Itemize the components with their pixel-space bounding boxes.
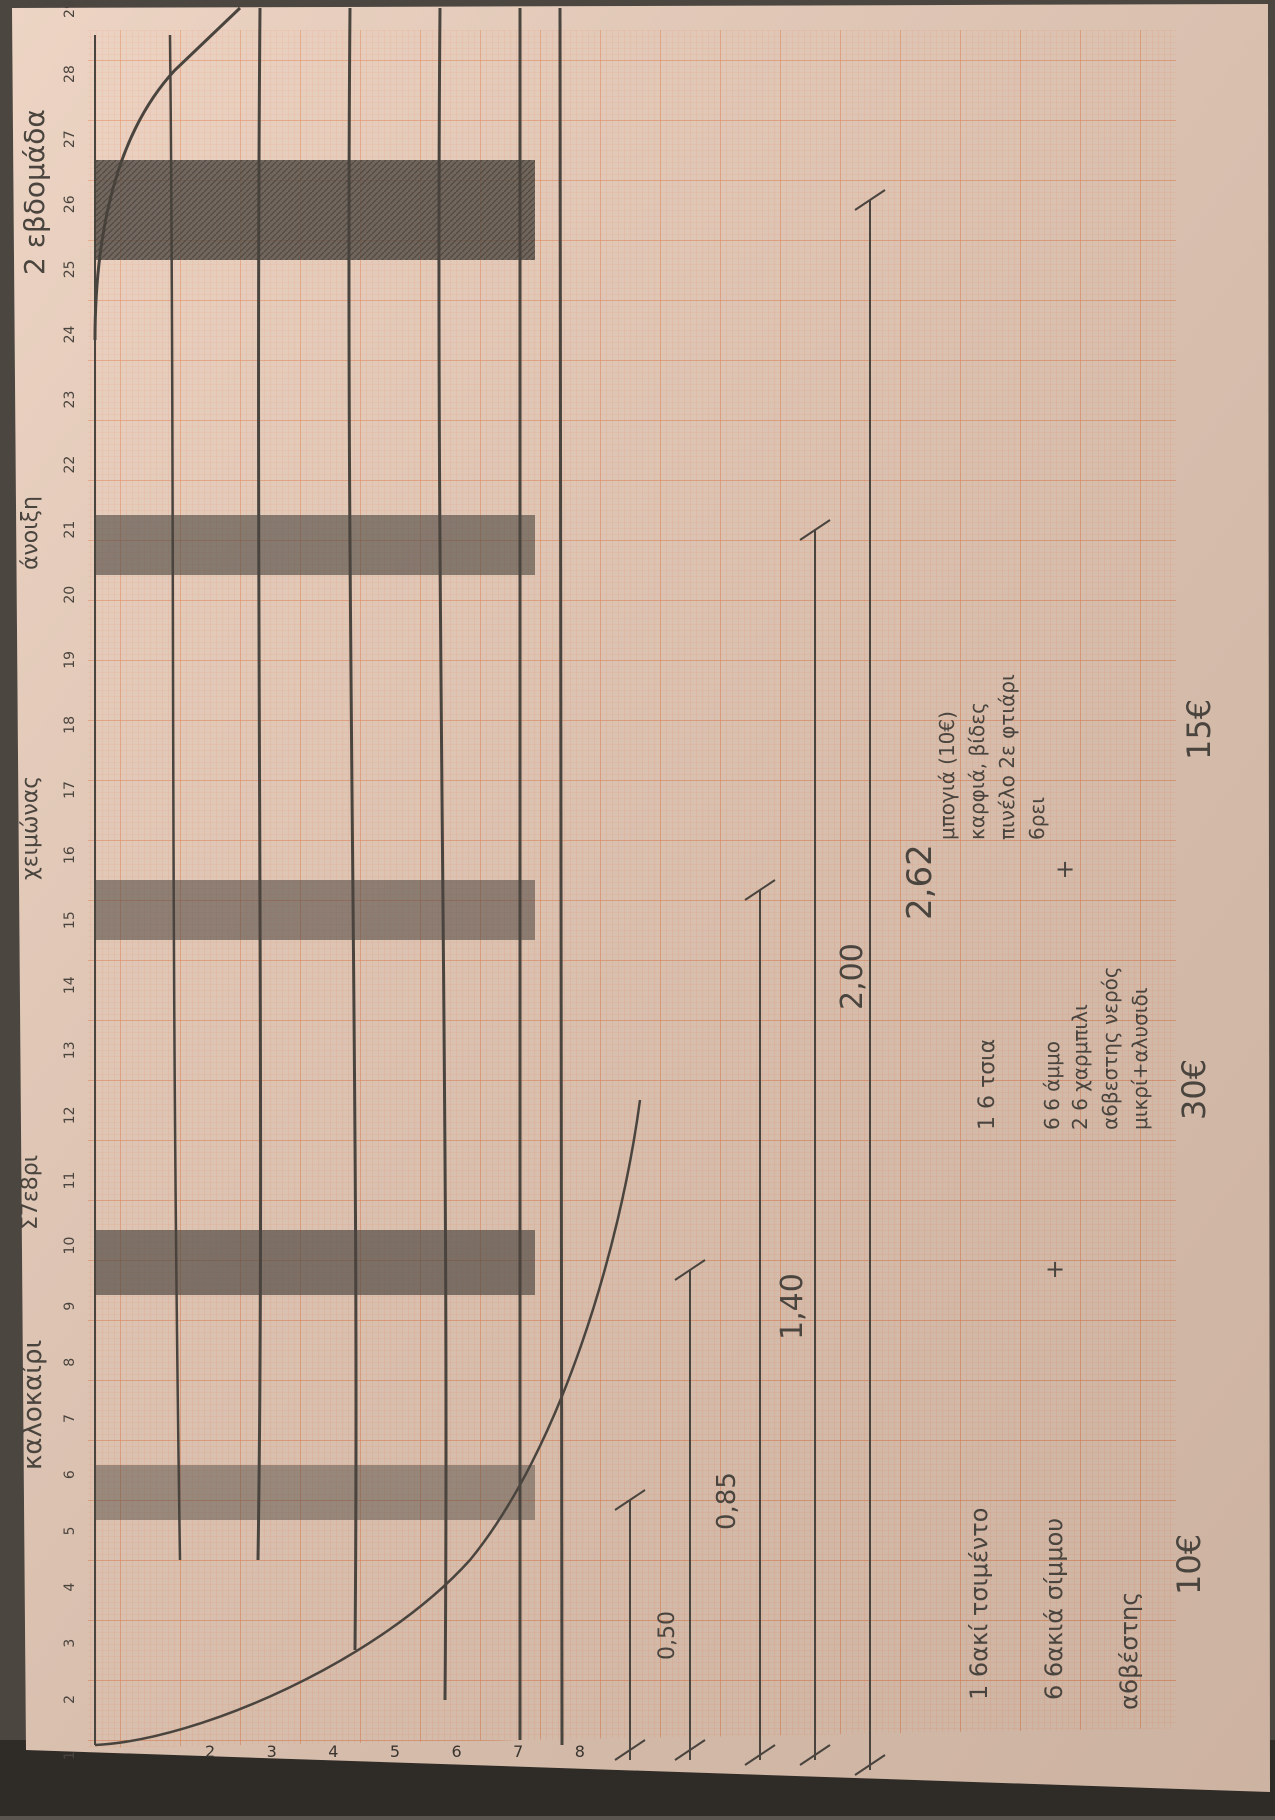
header-label-kalokairi: καλοκαίρι — [18, 1339, 48, 1470]
left-number-row: 2 3 4 5 6 7 8 — [205, 1742, 585, 1761]
measurement-050: 0,50 — [655, 1611, 680, 1660]
left-number: 4 — [328, 1742, 339, 1761]
left-number: 6 — [451, 1742, 462, 1761]
price-10: 10€ — [1170, 1533, 1208, 1595]
roof-curve-left — [94, 1099, 642, 1747]
header-label-septembri: Σ7ε8ρι — [18, 1154, 43, 1230]
note-right-4: 6ρει — [1025, 797, 1049, 840]
top-number: 11 — [62, 1171, 78, 1190]
note-left-3: α6βέστης — [1115, 1591, 1143, 1710]
note-middle-3: 2 6 χαρμπιλι — [1068, 1004, 1092, 1130]
top-number: 27 — [62, 130, 78, 149]
price-30: 30€ — [1175, 1058, 1213, 1120]
measurement-200: 2,00 — [835, 943, 870, 1010]
note-left-2: 6 6ακιά σίμμου — [1040, 1517, 1068, 1700]
note-right-1: μπογιά (10€) — [935, 711, 959, 840]
top-number: 14 — [62, 976, 78, 995]
top-number: 7 — [62, 1414, 78, 1423]
note-right-3: πινέλο 2ε φτιάρι — [995, 674, 1019, 840]
top-number: 19 — [62, 650, 78, 669]
top-number: 4 — [62, 1582, 78, 1592]
top-number: 16 — [62, 846, 78, 864]
header-label-xeimonas: χειμώνας — [18, 775, 43, 880]
price-15: 15€ — [1180, 698, 1218, 760]
left-number: 3 — [266, 1742, 277, 1761]
top-number: 23 — [62, 390, 78, 409]
note-right-2: καρφιά, βίδες — [965, 702, 989, 840]
top-number: 1 — [62, 1751, 78, 1760]
note-left-1: 1 6ακί τσιμέντο — [965, 1507, 993, 1700]
note-middle-2: 6 6 άμμο — [1040, 1040, 1064, 1130]
top-number: 29 — [62, 0, 78, 18]
top-number: 9 — [62, 1301, 78, 1311]
measurement-085: 0,85 — [712, 1472, 742, 1530]
top-number: 6 — [62, 1470, 78, 1480]
note-middle-4: α6βεστης νερός — [1098, 966, 1122, 1130]
top-number: 5 — [62, 1526, 78, 1536]
top-number: 13 — [62, 1041, 78, 1060]
top-number: 18 — [62, 716, 78, 734]
left-number: 8 — [574, 1742, 585, 1761]
header-label-2vdomada: 2 εβδομάδα — [18, 109, 51, 275]
top-number: 24 — [62, 325, 78, 344]
left-number: 5 — [389, 1742, 401, 1761]
header-label-anoixi: άνοιξη — [18, 496, 43, 570]
left-number: 7 — [513, 1742, 524, 1761]
left-number: 2 — [205, 1742, 216, 1761]
top-number: 17 — [62, 781, 78, 799]
top-number-row: 1 2 3 4 5 6 7 8 9 10 11 12 13 14 15 16 1… — [62, 0, 90, 1760]
note-middle-1: 1 6 τσια — [975, 1038, 1000, 1130]
bar-kalokairi — [95, 1465, 535, 1520]
bar-septembri — [95, 1230, 535, 1295]
measurement-140: 1,40 — [775, 1273, 810, 1340]
plus-sign: + — [1055, 855, 1076, 883]
top-number: 25 — [62, 260, 78, 279]
top-number: 28 — [62, 65, 78, 84]
top-number: 22 — [62, 455, 78, 474]
measurement-262: 2,62 — [900, 844, 940, 920]
bar-xeimonas — [95, 880, 535, 940]
top-number: 3 — [62, 1638, 78, 1648]
top-number: 2 — [62, 1694, 78, 1704]
top-number: 10 — [62, 1236, 78, 1255]
top-number: 20 — [62, 585, 78, 604]
top-number: 8 — [62, 1357, 78, 1367]
top-number: 15 — [62, 911, 78, 930]
top-number: 12 — [62, 1106, 78, 1125]
note-middle-5: μικρί+αλυσιδι — [1128, 987, 1152, 1130]
top-number: 26 — [62, 195, 78, 214]
plus-sign: + — [1045, 1255, 1066, 1283]
bar-anoixi — [95, 515, 535, 575]
top-number: 21 — [62, 520, 78, 539]
